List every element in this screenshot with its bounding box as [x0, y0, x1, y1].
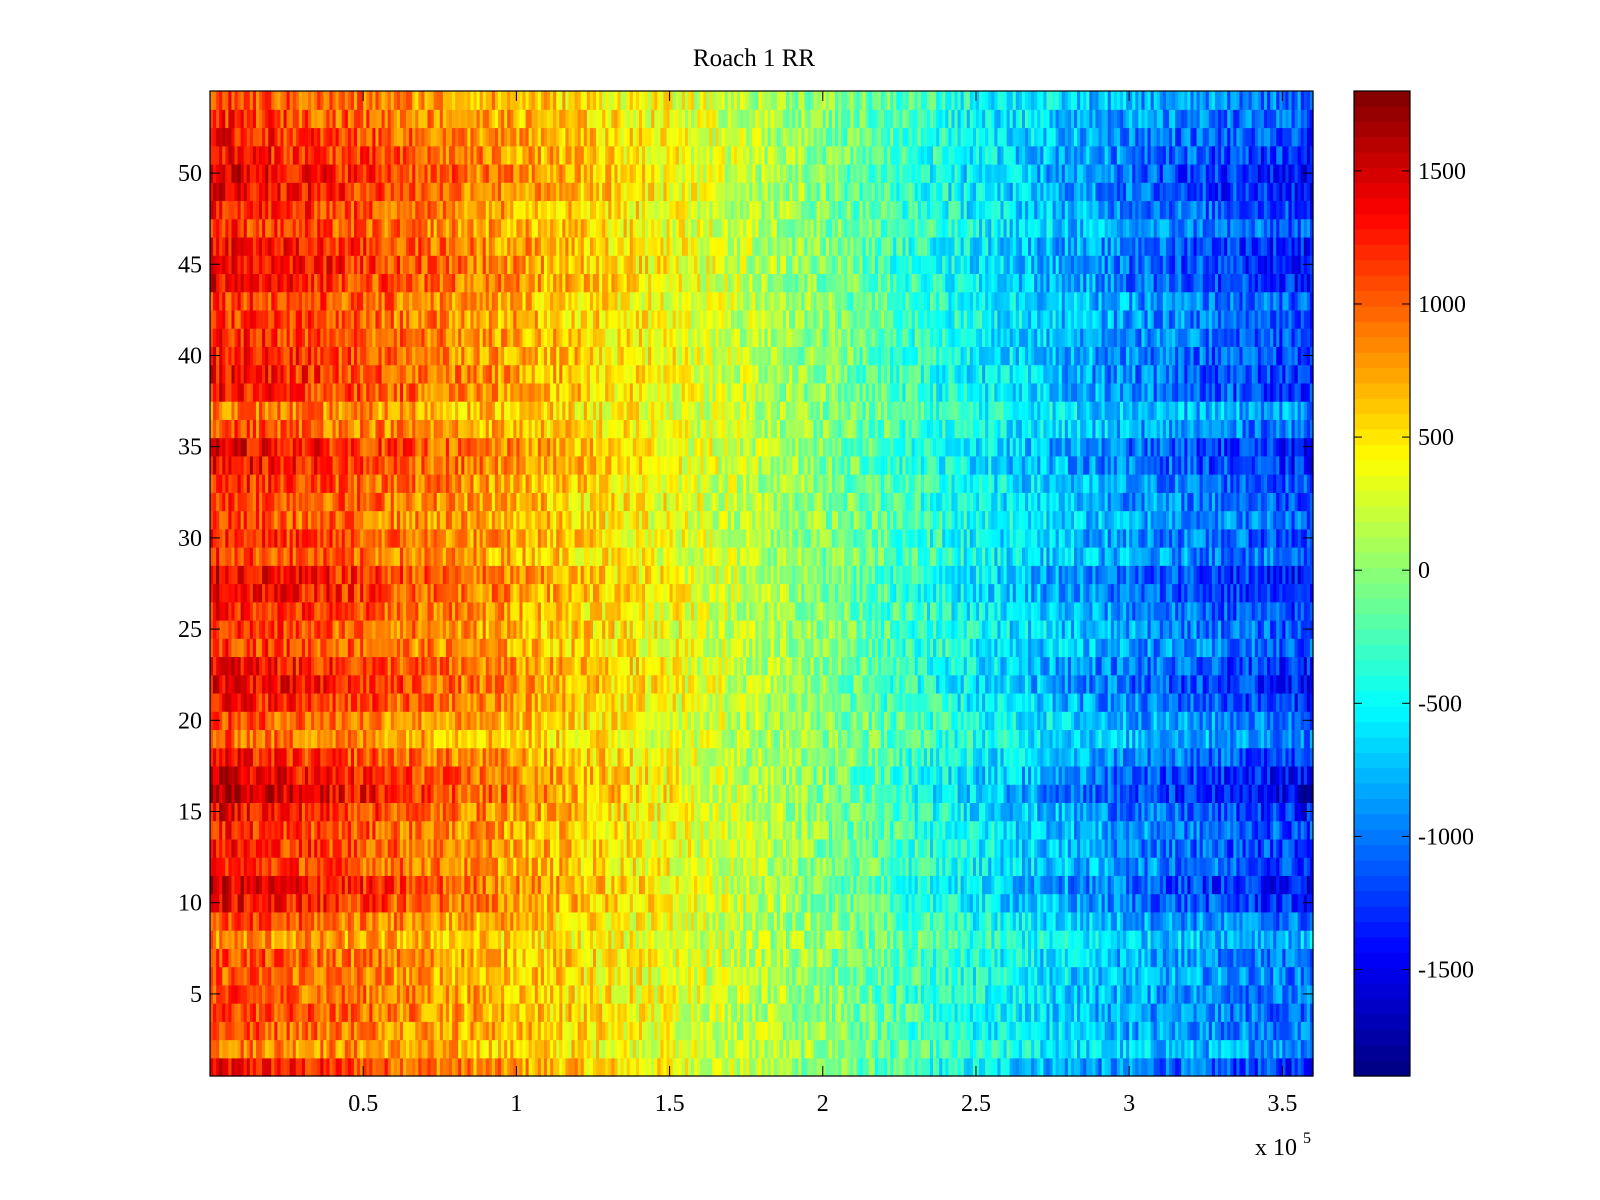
heatmap-cells: [210, 91, 1314, 1077]
chart-title: Roach 1 RR: [693, 45, 816, 72]
